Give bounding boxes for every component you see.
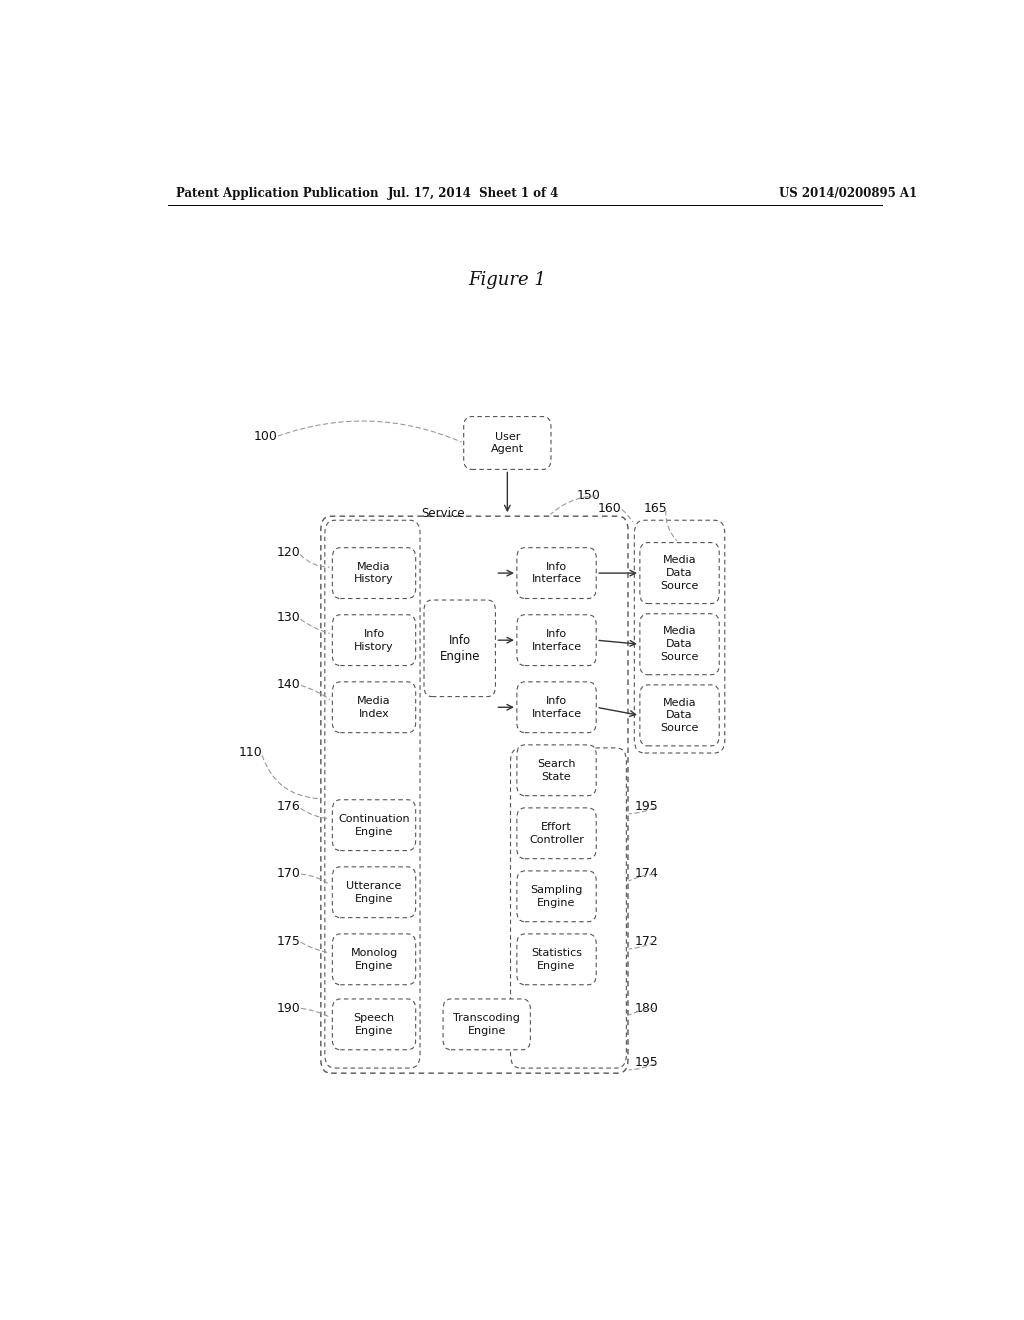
Text: Info
History: Info History <box>354 628 394 652</box>
Text: 160: 160 <box>598 502 622 515</box>
Text: 140: 140 <box>276 678 300 692</box>
Text: 150: 150 <box>577 490 600 503</box>
Text: 130: 130 <box>276 611 300 624</box>
Text: Media
Index: Media Index <box>357 696 391 718</box>
Text: US 2014/0200895 A1: US 2014/0200895 A1 <box>778 187 916 201</box>
Text: 174: 174 <box>634 867 658 880</box>
FancyBboxPatch shape <box>517 548 596 598</box>
Text: Sampling
Engine: Sampling Engine <box>530 884 583 908</box>
FancyBboxPatch shape <box>517 935 596 985</box>
Text: Monolog
Engine: Monolog Engine <box>350 948 397 970</box>
FancyBboxPatch shape <box>333 800 416 850</box>
Text: 165: 165 <box>644 502 668 515</box>
FancyBboxPatch shape <box>333 999 416 1049</box>
FancyBboxPatch shape <box>517 682 596 733</box>
Text: Media
Data
Source: Media Data Source <box>660 556 698 591</box>
Text: Media
Data
Source: Media Data Source <box>660 627 698 663</box>
Text: Effort
Controller: Effort Controller <box>529 822 584 845</box>
FancyBboxPatch shape <box>443 999 530 1049</box>
Text: 195: 195 <box>634 1056 658 1069</box>
Text: Figure 1: Figure 1 <box>468 272 546 289</box>
FancyBboxPatch shape <box>640 543 719 603</box>
FancyBboxPatch shape <box>640 614 719 675</box>
Text: 180: 180 <box>634 1002 658 1015</box>
Text: Patent Application Publication: Patent Application Publication <box>176 187 378 201</box>
Text: 172: 172 <box>634 935 658 948</box>
Text: Search
State: Search State <box>538 759 575 781</box>
Text: Jul. 17, 2014  Sheet 1 of 4: Jul. 17, 2014 Sheet 1 of 4 <box>387 187 559 201</box>
Text: Media
History: Media History <box>354 562 394 585</box>
Text: 190: 190 <box>276 1002 300 1015</box>
FancyBboxPatch shape <box>517 871 596 921</box>
Text: 170: 170 <box>276 867 300 880</box>
Text: 195: 195 <box>634 800 658 813</box>
Text: Speech
Engine: Speech Engine <box>353 1012 394 1036</box>
Text: Continuation
Engine: Continuation Engine <box>338 813 410 837</box>
FancyBboxPatch shape <box>464 417 551 470</box>
FancyBboxPatch shape <box>333 935 416 985</box>
FancyBboxPatch shape <box>333 548 416 598</box>
Text: Info
Engine: Info Engine <box>439 634 480 663</box>
FancyBboxPatch shape <box>333 867 416 917</box>
Text: Info
Interface: Info Interface <box>531 696 582 718</box>
FancyBboxPatch shape <box>424 601 496 697</box>
Text: 176: 176 <box>276 800 300 813</box>
Text: 100: 100 <box>253 430 278 444</box>
Text: Info
Interface: Info Interface <box>531 562 582 585</box>
Text: Info
Interface: Info Interface <box>531 628 582 652</box>
FancyBboxPatch shape <box>517 744 596 796</box>
Text: Transcoding
Engine: Transcoding Engine <box>454 1012 520 1036</box>
FancyBboxPatch shape <box>333 682 416 733</box>
Text: Statistics
Engine: Statistics Engine <box>531 948 582 970</box>
Text: Media
Data
Source: Media Data Source <box>660 697 698 733</box>
Text: 110: 110 <box>240 747 263 759</box>
Text: Service: Service <box>422 507 465 520</box>
FancyBboxPatch shape <box>517 808 596 859</box>
Text: 175: 175 <box>276 935 300 948</box>
Text: Utterance
Engine: Utterance Engine <box>346 880 401 904</box>
Text: User
Agent: User Agent <box>490 432 524 454</box>
FancyBboxPatch shape <box>333 615 416 665</box>
FancyBboxPatch shape <box>517 615 596 665</box>
Text: 120: 120 <box>276 546 300 560</box>
FancyBboxPatch shape <box>640 685 719 746</box>
